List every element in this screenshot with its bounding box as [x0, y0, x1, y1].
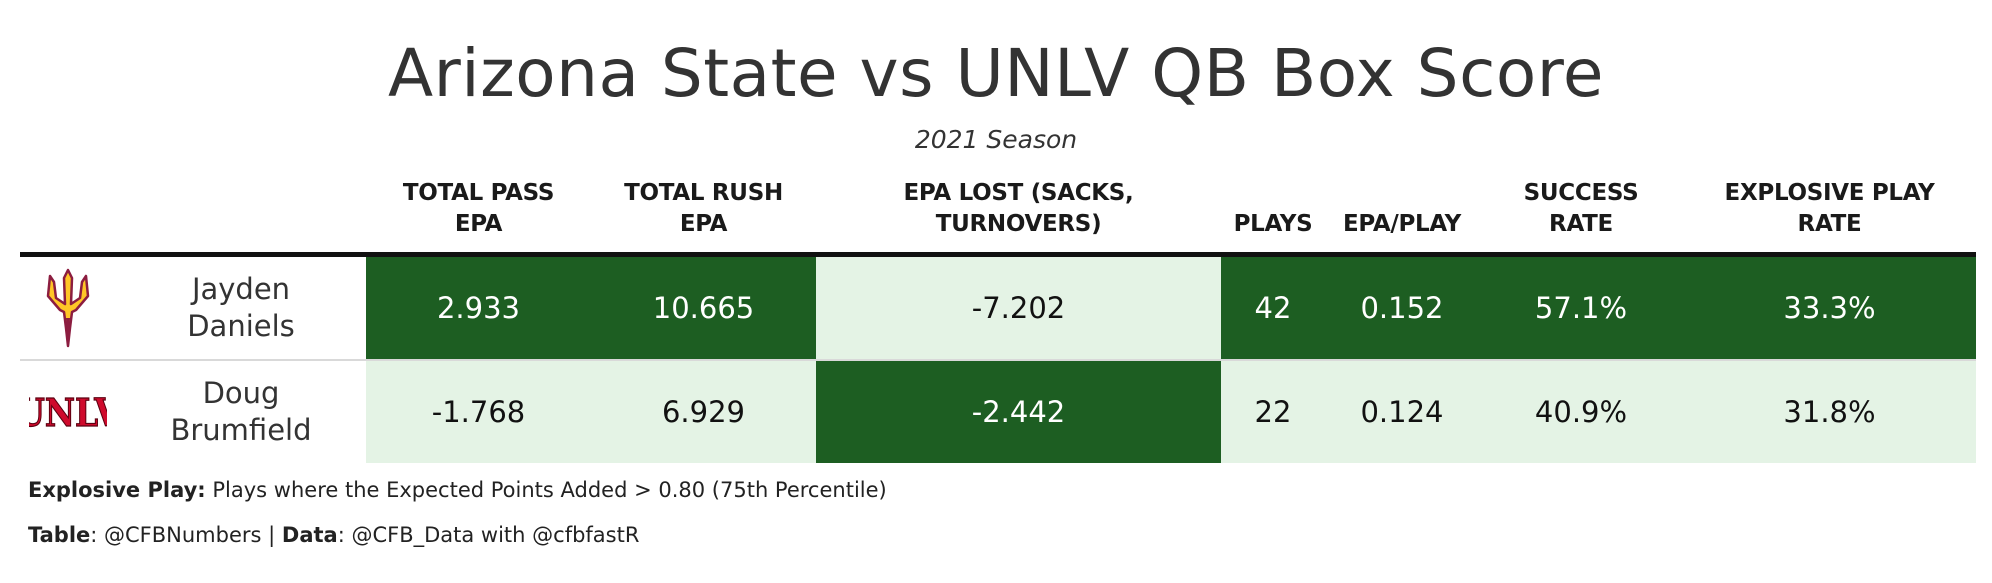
header-plays: PLAYS — [1221, 178, 1325, 257]
chart-subtitle: 2021 Season — [914, 125, 1078, 154]
svg-text:UNLV: UNLV — [29, 392, 107, 435]
source-footnote: Table: @CFBNumbers | Data: @CFB_Data wit… — [28, 521, 639, 549]
header-line: RATE — [1549, 211, 1613, 237]
cell-epa-per-play: 0.124 — [1325, 360, 1479, 463]
qb-box-score-table: TOTAL PASS EPA TOTAL RUSH EPA EPA LOST (… — [20, 178, 1976, 463]
footnote-text: Plays where the Expected Points Added > … — [205, 478, 887, 502]
header-line: EPA/PLAY — [1342, 211, 1462, 237]
cell-success-rate: 40.9% — [1479, 360, 1683, 463]
player-name-line: Doug — [202, 376, 280, 410]
footnote-text: : @CFB_Data with @cfbfastR — [337, 523, 640, 547]
cell-total-rush-epa: 10.665 — [591, 254, 816, 361]
cell-total-pass-epa: 2.933 — [366, 254, 591, 361]
header-player — [116, 178, 366, 257]
chart-title: Arizona State vs UNLV QB Box Score — [387, 35, 1605, 112]
player-name: Doug Brumfield — [116, 360, 366, 463]
cell-total-pass-epa: -1.768 — [366, 360, 591, 463]
footnote-text: : @CFBNumbers | — [90, 523, 282, 547]
header-total-pass-epa: TOTAL PASS EPA — [366, 178, 591, 257]
header-row: TOTAL PASS EPA TOTAL RUSH EPA EPA LOST (… — [20, 178, 1976, 257]
header-success-rate: SUCCESS RATE — [1479, 178, 1683, 257]
header-line: EPA — [679, 211, 728, 237]
header-line: EPA LOST (SACKS, — [903, 180, 1134, 206]
header-line: EXPLOSIVE PLAY — [1724, 180, 1935, 206]
header-line: SUCCESS — [1523, 180, 1639, 206]
table-row: UNLV Doug Brumfield -1.768 6.929 -2.442 … — [20, 360, 1976, 463]
team-logo-cell — [20, 254, 116, 361]
header-line: PLAYS — [1233, 211, 1313, 237]
header-line: TOTAL RUSH — [624, 180, 783, 206]
player-name-line: Jayden — [191, 272, 291, 306]
cell-success-rate: 57.1% — [1479, 254, 1683, 361]
cell-epa-lost: -2.442 — [816, 360, 1221, 463]
table-row: Jayden Daniels 2.933 10.665 -7.202 42 0.… — [20, 254, 1976, 361]
team-logo-cell: UNLV — [20, 360, 116, 463]
cell-explosive-play-rate: 31.8% — [1683, 360, 1976, 463]
footnote-label: Explosive Play: — [28, 478, 206, 502]
header-epa-lost: EPA LOST (SACKS, TURNOVERS) — [816, 178, 1221, 257]
player-name-line: Brumfield — [170, 413, 312, 447]
cell-explosive-play-rate: 33.3% — [1683, 254, 1976, 361]
header-line: TOTAL PASS — [402, 180, 555, 206]
header-epa-per-play: EPA/PLAY — [1325, 178, 1479, 257]
asu-pitchfork-logo-icon — [46, 268, 90, 348]
unlv-wordmark-logo-icon: UNLV — [29, 391, 107, 435]
cell-total-rush-epa: 6.929 — [591, 360, 816, 463]
header-total-rush-epa: TOTAL RUSH EPA — [591, 178, 816, 257]
player-name: Jayden Daniels — [116, 254, 366, 361]
cell-epa-per-play: 0.152 — [1325, 254, 1479, 361]
cell-plays: 42 — [1221, 254, 1325, 361]
header-line: EPA — [454, 211, 503, 237]
header-logo — [20, 178, 116, 257]
footnote-label: Data — [281, 523, 338, 547]
explosive-play-footnote: Explosive Play: Plays where the Expected… — [28, 476, 887, 504]
cell-plays: 22 — [1221, 360, 1325, 463]
footnote-label: Table — [28, 523, 91, 547]
header-line: RATE — [1797, 211, 1862, 237]
cell-epa-lost: -7.202 — [816, 254, 1221, 361]
player-name-line: Daniels — [187, 309, 295, 343]
header-line: TURNOVERS) — [935, 211, 1102, 237]
header-explosive-play-rate: EXPLOSIVE PLAY RATE — [1683, 178, 1976, 257]
